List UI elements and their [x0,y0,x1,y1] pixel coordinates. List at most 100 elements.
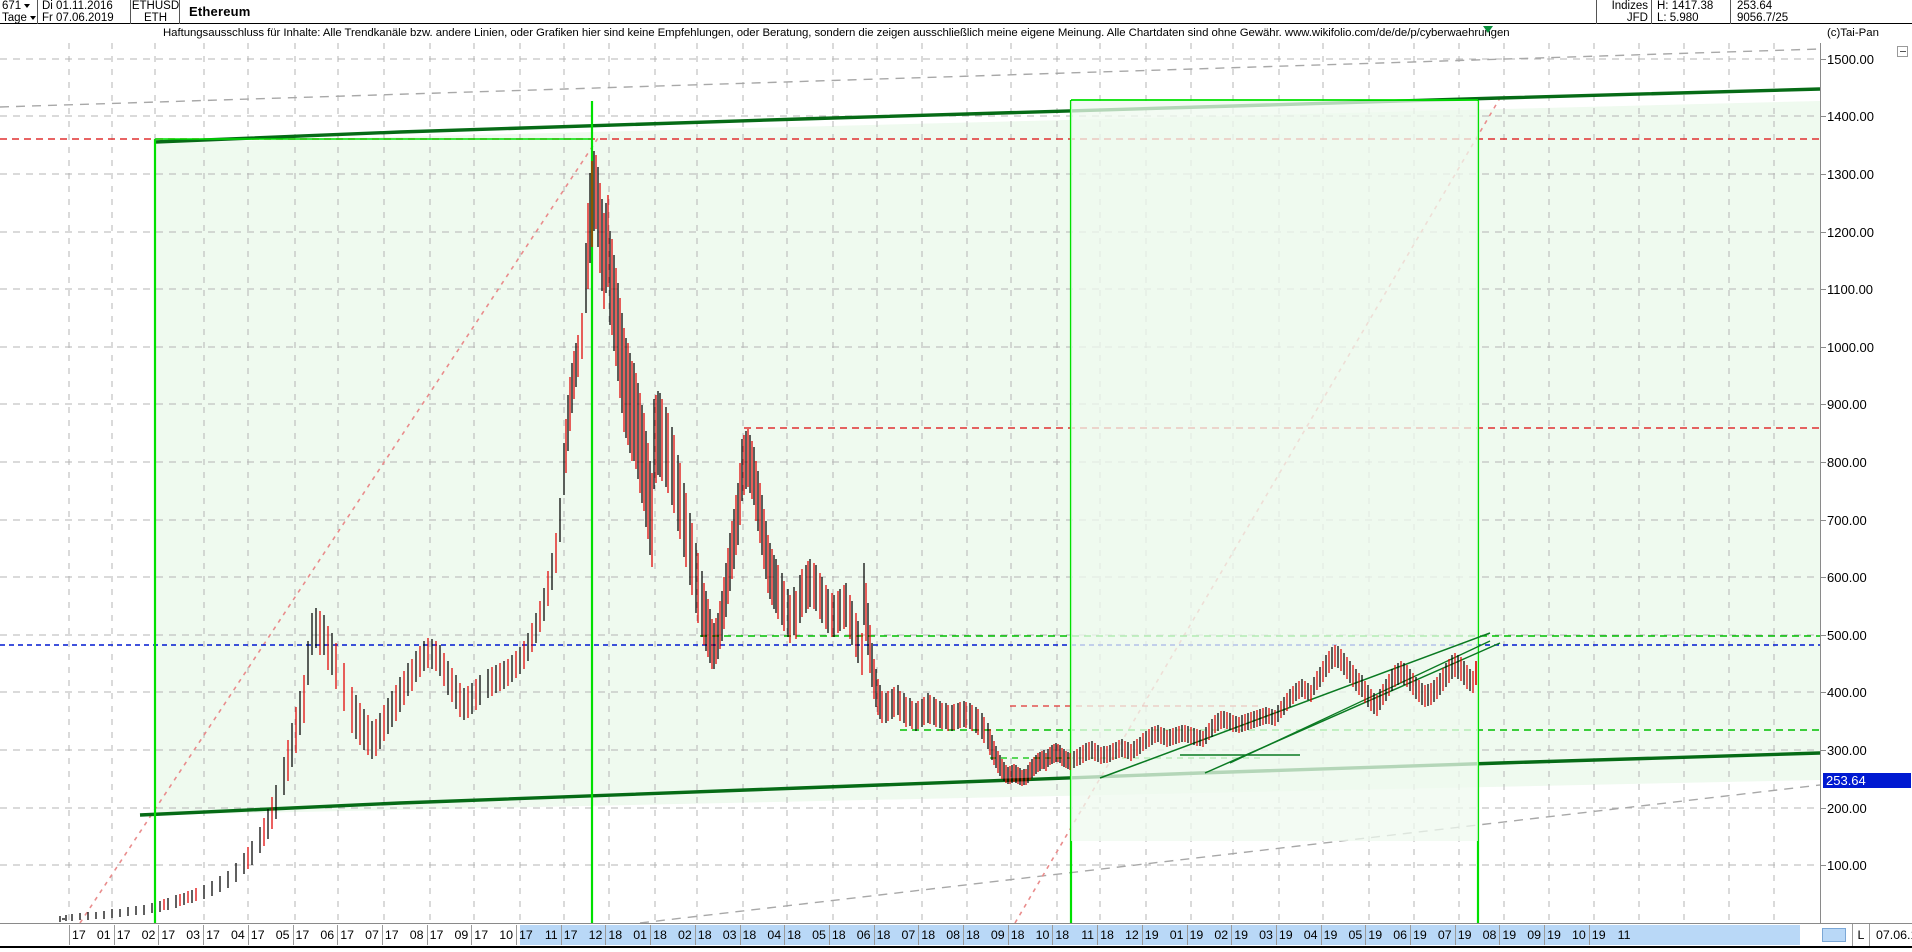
time-axis-tick[interactable]: 05 19 [1321,925,1366,945]
chevron-down-icon[interactable] [24,4,31,8]
time-axis-tick[interactable]: 10 17 [471,925,516,945]
time-axis-track[interactable]: 01 17 02 17 03 17 04 17 05 17 06 17 07 17 08 17 09 17 10 17… [0,924,1820,946]
chevron-down-icon[interactable] [29,16,36,20]
chart-header-bar: 671 Tage Di 01.11.2016 Fr 07.06.2019 ETH… [0,0,1912,24]
y-label-1300: 1300.00 [1827,167,1874,182]
tick-year: 17 [340,928,354,942]
last-price: 253.64 [1737,0,1773,12]
time-axis-divider [1141,925,1143,945]
tick-year: 18 [697,928,712,942]
time-axis-tick[interactable]: 07 17 [337,925,382,945]
time-axis-divider [784,925,786,945]
time-axis-tick[interactable]: 09 17 [427,925,472,945]
time-axis-tick[interactable]: 08 17 [382,925,427,945]
tick-year: 17 [563,928,578,942]
time-axis-tick[interactable]: 06 17 [293,925,338,945]
time-axis-tick[interactable]: 12 17 [561,925,606,945]
time-axis-tick[interactable]: 10 18 [1008,925,1053,945]
header-bars-interval[interactable]: 671 Tage [0,0,38,24]
time-axis-tick[interactable]: 01 18 [605,925,650,945]
time-axis-tick[interactable]: 11 18 [1052,925,1097,945]
time-axis-tick[interactable]: 04 18 [740,925,785,945]
time-axis-tick[interactable]: 10 19 [1544,925,1589,945]
time-axis-tick[interactable]: 04 17 [203,925,248,945]
tick-year: 19 [1502,928,1517,942]
header-symbol[interactable]: ETHUSD ETH [132,0,180,24]
time-axis-tick[interactable]: 03 18 [695,925,740,945]
time-axis[interactable]: 01 17 02 17 03 17 04 17 05 17 06 17 07 17 08 17 09 17 10 17… [0,923,1912,952]
time-axis-tick[interactable]: 03 17 [158,925,203,945]
tick-year: 17 [250,928,265,942]
tick-month: 08 [409,928,424,942]
time-axis-tick[interactable]: 01 17 [69,925,114,945]
tick-month: 02 [677,928,692,942]
tick-month: 10 [1035,928,1050,942]
time-axis-baseline [0,946,1820,948]
y-label-1100: 1100.00 [1827,282,1874,297]
price-axis[interactable]: 1500.00 1400.00 1300.00 1200.00 1100.00 … [1820,43,1912,923]
time-axis-tick[interactable]: 08 19 [1455,925,1500,945]
time-axis-divider [918,925,920,945]
time-axis-selection[interactable] [520,925,1800,945]
time-axis-divider [560,925,562,945]
tick-month: 04 [1303,928,1318,942]
time-axis-tick[interactable]: 02 18 [650,925,695,945]
currency-code: ETH [144,12,167,24]
time-axis-tick[interactable]: 02 19 [1187,925,1232,945]
tick-year: 18 [966,928,980,942]
selection-swatch [1822,928,1846,942]
time-axis-tick[interactable]: 06 19 [1365,925,1410,945]
2019-rising-support [1099,632,1491,779]
source-sub-label: JFD [1626,12,1648,24]
tick-year: 19 [1234,928,1248,942]
tick-year: 17 [116,928,131,942]
time-axis-divider [1454,925,1456,945]
pink-trendline-2017 [79,134,601,923]
time-axis-tick[interactable]: 09 19 [1499,925,1544,945]
tick-month: 03 [1259,928,1273,942]
time-axis-tick[interactable]: 06 18 [829,925,874,945]
time-axis-divider [605,925,607,945]
tick-month: 12 [1124,928,1139,942]
time-axis-divider [471,925,473,945]
tick-year: 18 [831,928,846,942]
header-date-range[interactable]: Di 01.11.2016 Fr 07.06.2019 [39,0,131,24]
page-title: Ethereum [189,4,251,19]
time-axis-tick[interactable]: 09 18 [963,925,1008,945]
time-axis-tick[interactable]: 11 17 [516,925,561,945]
time-axis-tick[interactable]: 02 17 [114,925,159,945]
time-axis-tick[interactable]: 03 19 [1231,925,1276,945]
date-to: Fr 07.06.2019 [42,12,114,24]
time-axis-tick[interactable]: 05 18 [784,925,829,945]
collapse-axis-icon[interactable] [1897,46,1908,57]
bars-count: 671 [2,0,22,12]
price-chart-canvas[interactable] [0,43,1820,923]
tick-year: 17 [474,928,489,942]
tick-year: 17 [519,928,533,942]
time-axis-divider [203,925,205,945]
dark-green-upper-trendline [154,87,1820,144]
header-last-values: 253.64 9056.7/25 [1732,0,1912,24]
time-axis-tick[interactable]: 07 18 [874,925,919,945]
tick-year: 19 [1547,928,1561,942]
tick-year: 19 [1323,928,1338,942]
y-label-200: 200.00 [1827,801,1867,816]
time-axis-tick[interactable]: 01 19 [1142,925,1187,945]
header-instrument-title: Ethereum [181,0,681,24]
y-label-700: 700.00 [1827,513,1867,528]
tick-year: 17 [161,928,176,942]
tick-month: 09 [990,928,1005,942]
time-axis-tick[interactable]: 04 19 [1276,925,1321,945]
header-data-source[interactable]: Indizes JFD [1596,0,1652,24]
tick-year: 18 [1010,928,1025,942]
time-axis-divider [694,925,696,945]
time-axis-tick[interactable]: 08 18 [918,925,963,945]
time-axis-divider [1275,925,1277,945]
tick-month: 07 [901,928,916,942]
time-axis-tick[interactable]: 12 18 [1097,925,1142,945]
time-axis-tick[interactable]: 05 17 [248,925,293,945]
time-axis-status: L 07.06.19 [1820,924,1912,952]
time-axis-tick[interactable]: 07 19 [1410,925,1455,945]
time-axis-divider [247,925,249,945]
time-axis-tick[interactable]: 11 19 [1589,925,1634,945]
